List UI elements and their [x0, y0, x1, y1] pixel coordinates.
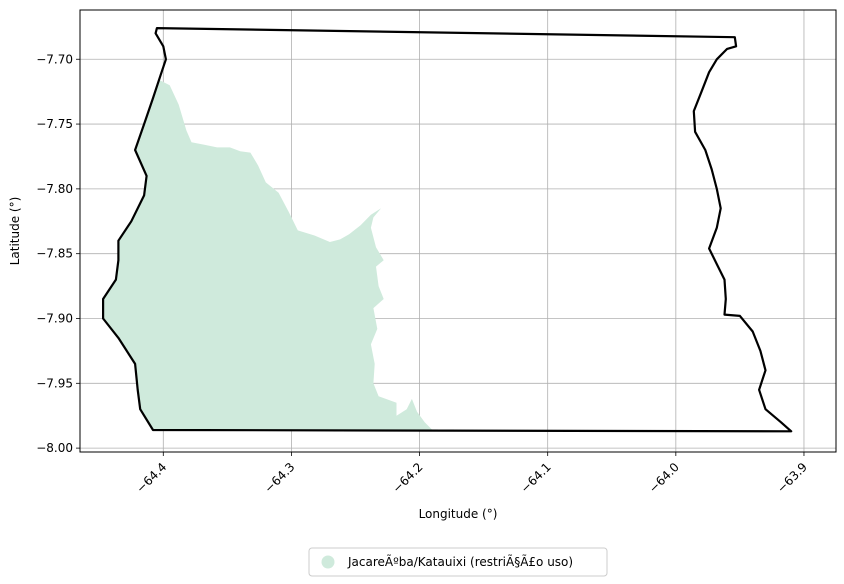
x-tick-label: −64.0 [646, 460, 682, 496]
y-tick-label: −7.95 [36, 376, 73, 390]
y-tick-label: −7.85 [36, 247, 73, 261]
x-tick-label: −64.2 [390, 460, 426, 496]
x-tick-label: −63.9 [774, 460, 810, 496]
y-tick-label: −8.00 [36, 441, 73, 455]
x-tick-label: −64.3 [262, 460, 298, 496]
y-tick-label: −7.90 [36, 311, 73, 325]
legend-box [308, 547, 608, 577]
y-tick-label: −7.70 [36, 52, 73, 66]
y-axis-title: Latitude (°) [8, 197, 22, 266]
legend-label: JacareÃºba/Katauixi (restriÃ§Ã£o uso) [347, 554, 573, 569]
reserve-area [103, 80, 433, 430]
legend-swatch [321, 555, 335, 569]
municipality-boundary [102, 27, 793, 433]
plot-frame [79, 9, 837, 453]
legend: JacareÃºba/Katauixi (restriÃ§Ã£o uso) [308, 547, 608, 577]
y-axis: −7.70 −7.75 −7.80 −7.85 −7.90 −7.95 −8.00 [36, 52, 80, 455]
y-tick-label: −7.75 [36, 117, 73, 131]
x-tick-label: −64.4 [134, 460, 170, 496]
x-axis-title: Longitude (°) [419, 507, 498, 521]
y-tick-label: −7.80 [36, 182, 73, 196]
x-tick-label: −64.1 [518, 460, 554, 496]
x-axis: −64.4 −64.3 −64.2 −64.1 −64.0 −63.9 [134, 452, 810, 496]
